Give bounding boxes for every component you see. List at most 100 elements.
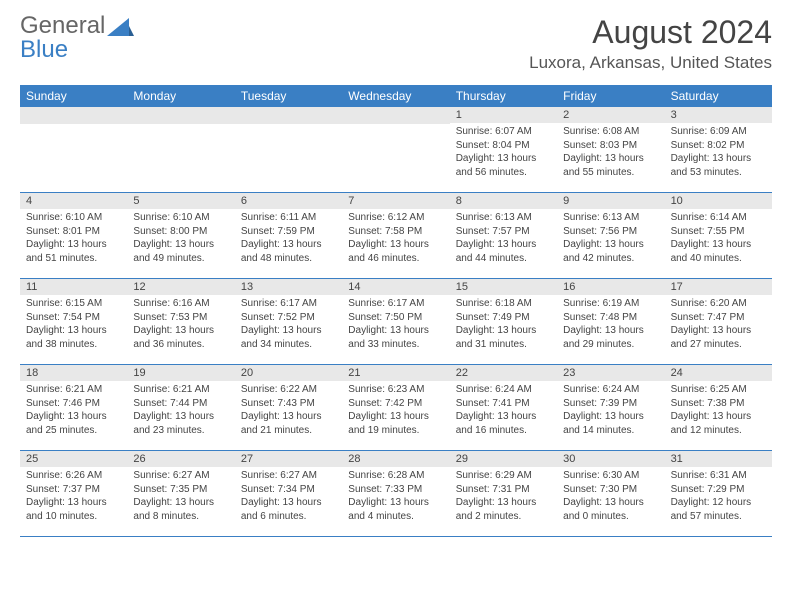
day-number: 19: [127, 365, 234, 381]
day-content: Sunrise: 6:30 AMSunset: 7:30 PMDaylight:…: [557, 467, 664, 527]
weekday-header: Tuesday: [235, 85, 342, 107]
day-cell: 7Sunrise: 6:12 AMSunset: 7:58 PMDaylight…: [342, 193, 449, 278]
day-cell: 5Sunrise: 6:10 AMSunset: 8:00 PMDaylight…: [127, 193, 234, 278]
day-content: Sunrise: 6:11 AMSunset: 7:59 PMDaylight:…: [235, 209, 342, 269]
day-cell: 20Sunrise: 6:22 AMSunset: 7:43 PMDayligh…: [235, 365, 342, 450]
day-number: 1: [450, 107, 557, 123]
day-number: 16: [557, 279, 664, 295]
day-number: 14: [342, 279, 449, 295]
day-cell: 15Sunrise: 6:18 AMSunset: 7:49 PMDayligh…: [450, 279, 557, 364]
day-number: 3: [665, 107, 772, 123]
day-cell: 17Sunrise: 6:20 AMSunset: 7:47 PMDayligh…: [665, 279, 772, 364]
day-number: 2: [557, 107, 664, 123]
week-row: 25Sunrise: 6:26 AMSunset: 7:37 PMDayligh…: [20, 451, 772, 537]
weekday-header: Friday: [557, 85, 664, 107]
day-content: Sunrise: 6:25 AMSunset: 7:38 PMDaylight:…: [665, 381, 772, 441]
weekday-header: Saturday: [665, 85, 772, 107]
day-cell: 31Sunrise: 6:31 AMSunset: 7:29 PMDayligh…: [665, 451, 772, 536]
day-content: Sunrise: 6:14 AMSunset: 7:55 PMDaylight:…: [665, 209, 772, 269]
day-number: 20: [235, 365, 342, 381]
day-number: 7: [342, 193, 449, 209]
day-content: Sunrise: 6:24 AMSunset: 7:39 PMDaylight:…: [557, 381, 664, 441]
day-content: Sunrise: 6:16 AMSunset: 7:53 PMDaylight:…: [127, 295, 234, 355]
day-cell: 25Sunrise: 6:26 AMSunset: 7:37 PMDayligh…: [20, 451, 127, 536]
day-cell: [20, 107, 127, 192]
day-number: 8: [450, 193, 557, 209]
day-number: 10: [665, 193, 772, 209]
day-cell: 24Sunrise: 6:25 AMSunset: 7:38 PMDayligh…: [665, 365, 772, 450]
day-cell: 28Sunrise: 6:28 AMSunset: 7:33 PMDayligh…: [342, 451, 449, 536]
triangle-icon: [107, 16, 135, 38]
page-header: General Blue August 2024 Luxora, Arkansa…: [0, 0, 792, 79]
day-number: 17: [665, 279, 772, 295]
day-number: 24: [665, 365, 772, 381]
day-content: Sunrise: 6:22 AMSunset: 7:43 PMDaylight:…: [235, 381, 342, 441]
day-content: Sunrise: 6:08 AMSunset: 8:03 PMDaylight:…: [557, 123, 664, 183]
day-number: 21: [342, 365, 449, 381]
day-content: Sunrise: 6:17 AMSunset: 7:52 PMDaylight:…: [235, 295, 342, 355]
day-cell: [342, 107, 449, 192]
day-number: 6: [235, 193, 342, 209]
empty-day-header: [235, 107, 342, 124]
day-cell: 2Sunrise: 6:08 AMSunset: 8:03 PMDaylight…: [557, 107, 664, 192]
day-cell: 8Sunrise: 6:13 AMSunset: 7:57 PMDaylight…: [450, 193, 557, 278]
day-cell: 19Sunrise: 6:21 AMSunset: 7:44 PMDayligh…: [127, 365, 234, 450]
day-number: 30: [557, 451, 664, 467]
day-content: Sunrise: 6:18 AMSunset: 7:49 PMDaylight:…: [450, 295, 557, 355]
day-number: 11: [20, 279, 127, 295]
day-number: 15: [450, 279, 557, 295]
weekday-header: Wednesday: [342, 85, 449, 107]
day-number: 18: [20, 365, 127, 381]
day-number: 13: [235, 279, 342, 295]
weekday-header: Monday: [127, 85, 234, 107]
weekday-header: Thursday: [450, 85, 557, 107]
day-cell: 18Sunrise: 6:21 AMSunset: 7:46 PMDayligh…: [20, 365, 127, 450]
day-cell: 1Sunrise: 6:07 AMSunset: 8:04 PMDaylight…: [450, 107, 557, 192]
day-cell: [235, 107, 342, 192]
day-content: Sunrise: 6:12 AMSunset: 7:58 PMDaylight:…: [342, 209, 449, 269]
day-cell: 26Sunrise: 6:27 AMSunset: 7:35 PMDayligh…: [127, 451, 234, 536]
day-content: Sunrise: 6:26 AMSunset: 7:37 PMDaylight:…: [20, 467, 127, 527]
logo-text-blue: Blue: [20, 36, 68, 63]
day-content: Sunrise: 6:10 AMSunset: 8:00 PMDaylight:…: [127, 209, 234, 269]
day-cell: 3Sunrise: 6:09 AMSunset: 8:02 PMDaylight…: [665, 107, 772, 192]
calendar: SundayMondayTuesdayWednesdayThursdayFrid…: [20, 85, 772, 537]
title-block: August 2024 Luxora, Arkansas, United Sta…: [529, 14, 772, 73]
day-cell: 9Sunrise: 6:13 AMSunset: 7:56 PMDaylight…: [557, 193, 664, 278]
day-cell: 6Sunrise: 6:11 AMSunset: 7:59 PMDaylight…: [235, 193, 342, 278]
day-content: Sunrise: 6:24 AMSunset: 7:41 PMDaylight:…: [450, 381, 557, 441]
empty-day-header: [127, 107, 234, 124]
day-content: Sunrise: 6:31 AMSunset: 7:29 PMDaylight:…: [665, 467, 772, 527]
week-header-row: SundayMondayTuesdayWednesdayThursdayFrid…: [20, 85, 772, 107]
logo: General Blue: [20, 14, 135, 62]
day-cell: 30Sunrise: 6:30 AMSunset: 7:30 PMDayligh…: [557, 451, 664, 536]
day-number: 22: [450, 365, 557, 381]
empty-day-header: [342, 107, 449, 124]
day-cell: 16Sunrise: 6:19 AMSunset: 7:48 PMDayligh…: [557, 279, 664, 364]
empty-day-header: [20, 107, 127, 124]
day-content: Sunrise: 6:28 AMSunset: 7:33 PMDaylight:…: [342, 467, 449, 527]
week-row: 18Sunrise: 6:21 AMSunset: 7:46 PMDayligh…: [20, 365, 772, 451]
day-number: 29: [450, 451, 557, 467]
day-cell: 14Sunrise: 6:17 AMSunset: 7:50 PMDayligh…: [342, 279, 449, 364]
day-content: Sunrise: 6:23 AMSunset: 7:42 PMDaylight:…: [342, 381, 449, 441]
day-cell: 29Sunrise: 6:29 AMSunset: 7:31 PMDayligh…: [450, 451, 557, 536]
location-text: Luxora, Arkansas, United States: [529, 53, 772, 73]
day-content: Sunrise: 6:20 AMSunset: 7:47 PMDaylight:…: [665, 295, 772, 355]
day-number: 9: [557, 193, 664, 209]
day-cell: 4Sunrise: 6:10 AMSunset: 8:01 PMDaylight…: [20, 193, 127, 278]
day-number: 28: [342, 451, 449, 467]
day-number: 12: [127, 279, 234, 295]
day-content: Sunrise: 6:10 AMSunset: 8:01 PMDaylight:…: [20, 209, 127, 269]
day-number: 25: [20, 451, 127, 467]
day-cell: 11Sunrise: 6:15 AMSunset: 7:54 PMDayligh…: [20, 279, 127, 364]
day-content: Sunrise: 6:29 AMSunset: 7:31 PMDaylight:…: [450, 467, 557, 527]
day-number: 5: [127, 193, 234, 209]
day-content: Sunrise: 6:27 AMSunset: 7:35 PMDaylight:…: [127, 467, 234, 527]
day-number: 26: [127, 451, 234, 467]
day-content: Sunrise: 6:19 AMSunset: 7:48 PMDaylight:…: [557, 295, 664, 355]
weekday-header: Sunday: [20, 85, 127, 107]
week-row: 1Sunrise: 6:07 AMSunset: 8:04 PMDaylight…: [20, 107, 772, 193]
day-number: 23: [557, 365, 664, 381]
day-content: Sunrise: 6:07 AMSunset: 8:04 PMDaylight:…: [450, 123, 557, 183]
